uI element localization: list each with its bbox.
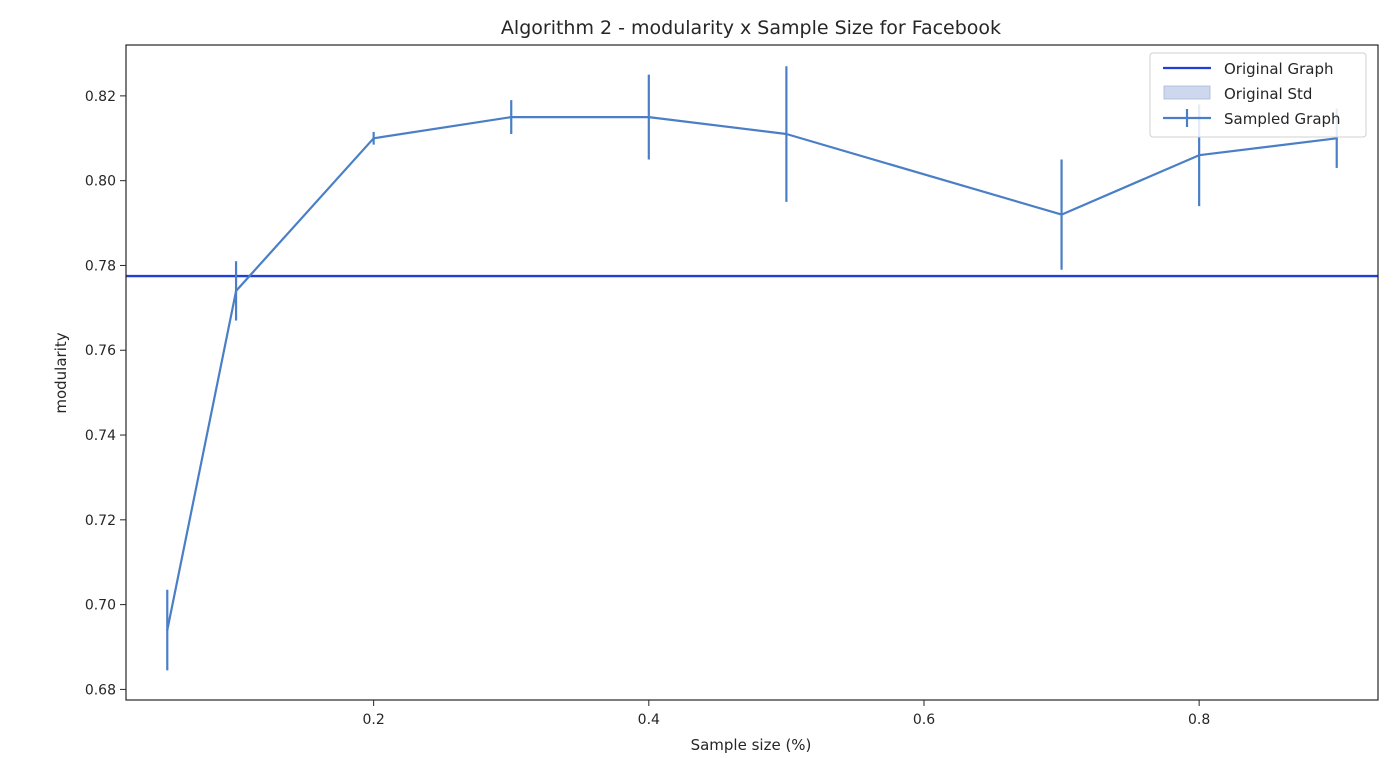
y-tick-label: 0.82 [85, 89, 116, 105]
sampled-graph-point [1060, 213, 1063, 216]
sampled-graph-point [785, 132, 788, 136]
sampled-graph-point [234, 289, 238, 293]
y-tick-label: 0.72 [85, 513, 116, 529]
chart-title: Algorithm 2 - modularity x Sample Size f… [501, 17, 1001, 39]
x-tick-label: 0.4 [638, 712, 660, 728]
x-tick-label: 0.2 [363, 712, 385, 728]
y-tick-label: 0.76 [85, 343, 116, 359]
sampled-graph-point [372, 137, 375, 140]
sampled-graph-point [647, 115, 651, 119]
legend: Original Graph Original Std Sampled Grap… [1149, 52, 1367, 138]
x-tick-label: 0.8 [1188, 712, 1210, 728]
sampled-graph-point [1335, 137, 1338, 140]
y-axis: 0.68 0.70 0.72 0.74 0.76 0.78 0.80 0.82 [85, 89, 126, 698]
legend-original-std-label: Original Std [1224, 85, 1312, 103]
x-tick-label: 0.6 [913, 712, 935, 728]
y-tick-label: 0.74 [85, 428, 116, 444]
legend-original-std-swatch [1163, 85, 1211, 100]
axes-frame [125, 44, 1379, 701]
legend-sampled-graph-label: Sampled Graph [1224, 110, 1341, 128]
x-axis: 0.2 0.4 0.6 0.8 [363, 700, 1210, 728]
x-axis-label: Sample size (%) [691, 736, 812, 754]
y-tick-label: 0.68 [85, 682, 116, 698]
sampled-graph-point [1197, 154, 1201, 157]
plot-area [126, 66, 1378, 671]
y-tick-label: 0.80 [85, 174, 116, 190]
y-tick-label: 0.78 [85, 258, 116, 274]
sampled-graph-line [166, 115, 1337, 631]
y-tick-label: 0.70 [85, 598, 116, 614]
legend-original-graph-label: Original Graph [1224, 60, 1333, 78]
sampled-graph-point [510, 115, 513, 119]
sampled-graph-point [166, 628, 169, 632]
y-axis-label: modularity [52, 332, 70, 413]
legend-box [1149, 52, 1367, 138]
